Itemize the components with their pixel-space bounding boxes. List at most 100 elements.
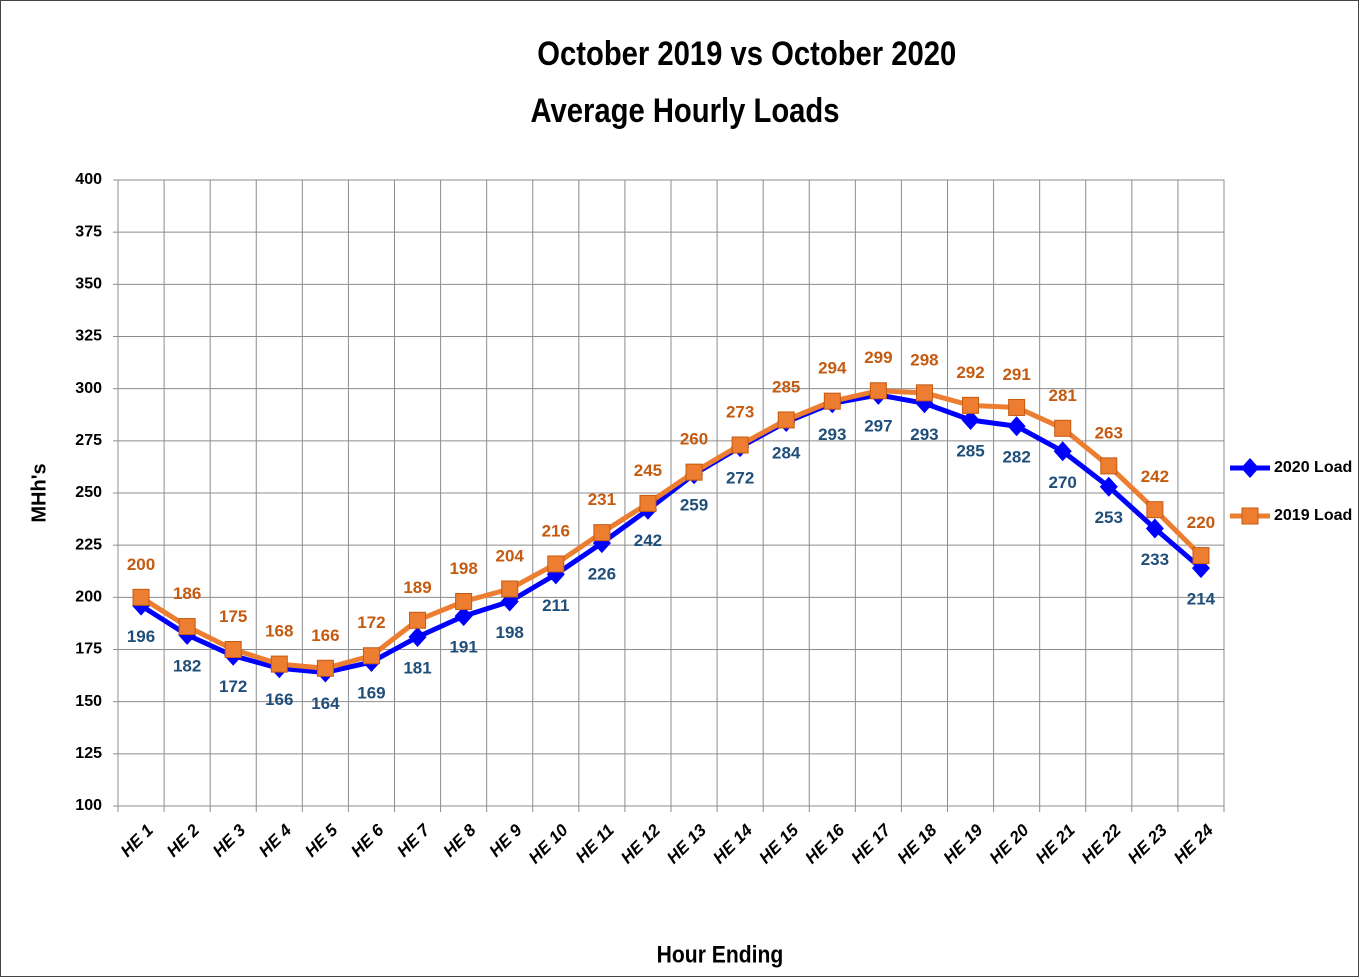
data-label: 233 <box>1141 550 1169 569</box>
data-label: 285 <box>956 441 984 460</box>
data-label: 181 <box>403 658 431 677</box>
data-point <box>731 436 749 454</box>
data-label: 270 <box>1049 473 1077 492</box>
data-label: 186 <box>173 584 201 603</box>
data-label: 196 <box>127 627 155 646</box>
data-label: 259 <box>680 496 708 515</box>
legend-item: 2020 Load <box>1230 458 1352 478</box>
data-label: 281 <box>1049 386 1077 405</box>
data-label: 231 <box>588 490 616 509</box>
data-label: 298 <box>910 350 938 369</box>
data-label: 293 <box>910 425 938 444</box>
data-label: 253 <box>1095 508 1123 527</box>
data-label: 168 <box>265 622 293 641</box>
data-point <box>823 392 841 410</box>
data-point <box>777 411 795 429</box>
data-label: 175 <box>219 607 247 626</box>
y-tick-label: 175 <box>75 641 102 658</box>
data-point <box>593 524 611 542</box>
data-label: 189 <box>403 578 431 597</box>
data-label: 172 <box>357 613 385 632</box>
y-tick-label: 225 <box>75 536 102 553</box>
legend-label: 2020 Load <box>1274 459 1352 476</box>
data-label: 169 <box>357 684 385 703</box>
data-point <box>270 655 288 673</box>
data-point <box>409 611 427 629</box>
y-tick-label: 375 <box>75 223 102 240</box>
legend-label: 2019 Load <box>1274 507 1352 524</box>
data-point <box>316 659 334 677</box>
x-axis-label: Hour Ending <box>657 941 784 968</box>
data-point <box>1145 518 1164 539</box>
data-label: 204 <box>496 546 525 565</box>
data-label: 245 <box>634 461 662 480</box>
y-tick-label: 150 <box>75 693 102 710</box>
data-label: 260 <box>680 430 708 449</box>
legend-marker <box>1241 507 1259 525</box>
plot-border <box>117 179 1225 807</box>
data-label: 297 <box>864 416 892 435</box>
data-point <box>455 593 473 611</box>
data-label: 166 <box>311 626 339 645</box>
y-tick-label: 350 <box>75 276 102 293</box>
data-point <box>501 580 519 598</box>
data-point <box>1146 501 1164 519</box>
data-label: 211 <box>542 596 569 615</box>
data-point <box>1007 416 1026 437</box>
data-point <box>178 618 196 636</box>
data-point <box>224 641 242 658</box>
data-label: 216 <box>542 521 570 540</box>
y-tick-label: 400 <box>75 171 102 188</box>
data-point <box>1099 476 1118 497</box>
chart-title: October 2019 vs October 2020 <box>537 34 956 73</box>
data-label: 282 <box>1002 448 1030 467</box>
data-label: 198 <box>496 623 524 642</box>
legend-marker <box>1241 458 1259 478</box>
data-point <box>1008 398 1026 416</box>
data-label: 200 <box>127 555 155 574</box>
data-label: 198 <box>449 559 477 578</box>
legend-item: 2019 Load <box>1230 507 1352 525</box>
data-label: 293 <box>818 425 846 444</box>
data-label: 291 <box>1002 365 1030 384</box>
data-point <box>962 396 980 414</box>
data-point <box>132 588 150 606</box>
data-label: 272 <box>726 469 754 488</box>
data-label: 220 <box>1187 513 1215 532</box>
data-label: 214 <box>1187 590 1216 609</box>
data-point <box>685 463 703 481</box>
y-tick-label: 250 <box>75 484 102 501</box>
data-label: 242 <box>634 531 662 550</box>
data-point <box>869 382 887 400</box>
data-point <box>362 647 380 665</box>
data-label: 292 <box>956 363 984 382</box>
data-label: 182 <box>173 656 201 675</box>
data-point <box>1192 547 1210 565</box>
data-label: 164 <box>311 694 340 713</box>
data-label: 191 <box>449 638 477 657</box>
data-point <box>639 494 657 512</box>
data-label: 285 <box>772 377 800 396</box>
y-tick-label: 200 <box>75 589 102 606</box>
y-axis-label: MHh's <box>28 463 50 522</box>
chart-title: Average Hourly Loads <box>530 91 839 130</box>
data-point <box>961 409 980 430</box>
data-label: 294 <box>818 359 847 378</box>
data-label: 263 <box>1095 423 1123 442</box>
data-point <box>408 626 427 647</box>
y-tick-label: 100 <box>75 797 102 814</box>
data-point <box>1053 441 1072 462</box>
y-tick-label: 125 <box>75 745 102 762</box>
data-point <box>547 555 565 573</box>
data-point <box>1054 419 1072 437</box>
y-tick-label: 325 <box>75 328 102 345</box>
y-tick-label: 275 <box>75 432 102 449</box>
data-point <box>1100 457 1118 475</box>
data-label: 284 <box>772 444 801 463</box>
data-label: 242 <box>1141 467 1169 486</box>
y-tick-label: 300 <box>75 380 102 397</box>
data-label: 166 <box>265 690 293 709</box>
data-point <box>454 606 473 627</box>
